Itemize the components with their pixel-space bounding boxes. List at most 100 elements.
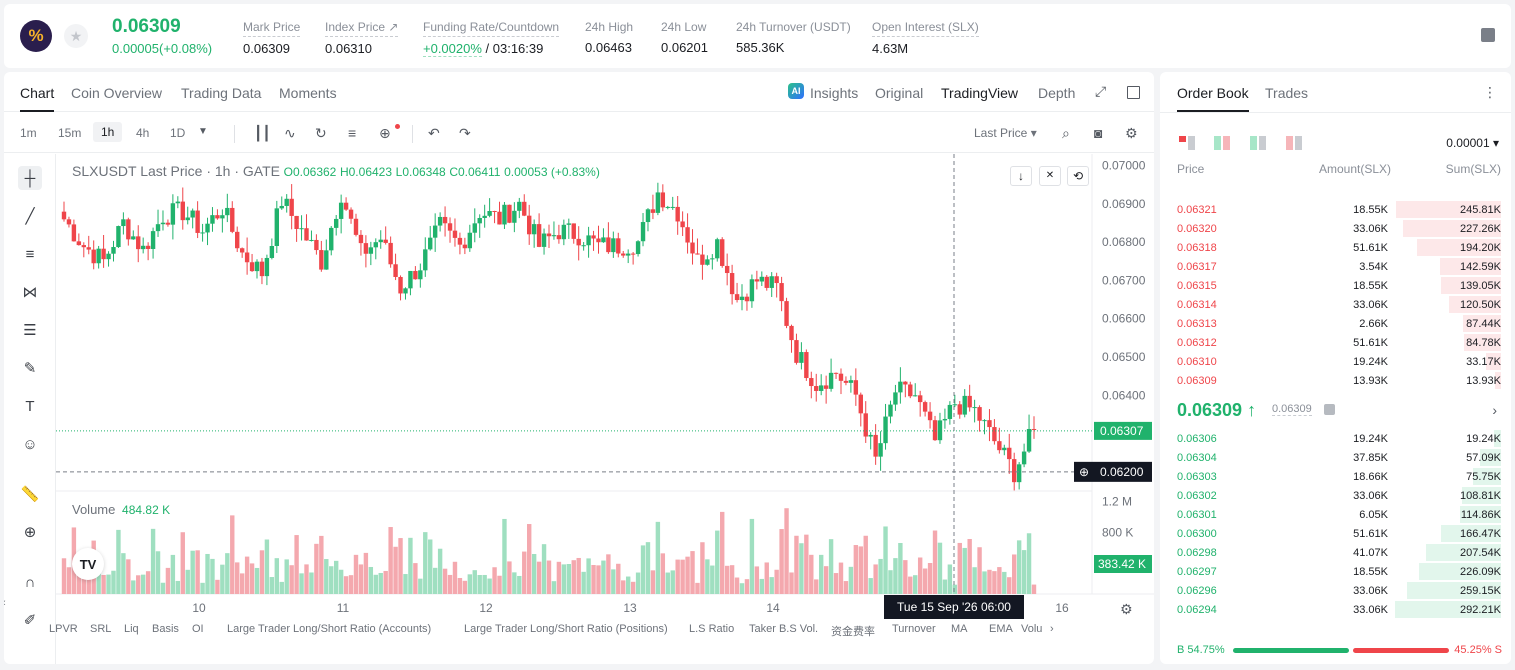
candle-down[interactable] (873, 434, 878, 457)
indicator-12[interactable]: EMA (989, 623, 1013, 635)
candle-down[interactable] (71, 224, 77, 242)
candle-up[interactable] (952, 404, 958, 406)
candle-up[interactable] (254, 261, 260, 272)
candle-up[interactable] (749, 279, 755, 302)
candle-up[interactable] (541, 233, 547, 247)
candle-up[interactable] (1002, 447, 1007, 451)
candle-down[interactable] (215, 215, 220, 219)
ask-row[interactable]: 0.06318 51.61K 194.20K (1160, 238, 1511, 257)
candle-down[interactable] (522, 201, 527, 216)
candle-down[interactable] (76, 241, 82, 246)
candle-up[interactable] (962, 395, 967, 415)
candle-down[interactable] (908, 384, 913, 397)
candle-up[interactable] (1021, 451, 1027, 465)
crosshair-icon[interactable]: ┼ (18, 166, 42, 190)
candle-up[interactable] (942, 418, 948, 421)
candle-down[interactable] (729, 273, 735, 295)
candle-up[interactable] (739, 296, 745, 301)
candle-up[interactable] (220, 215, 225, 219)
candle-down[interactable] (358, 234, 364, 244)
candle-down[interactable] (319, 250, 324, 270)
chevron-right-icon[interactable]: › (1492, 402, 1497, 418)
candle-down[interactable] (720, 239, 725, 266)
candle-down[interactable] (235, 231, 240, 249)
candle-up[interactable] (378, 239, 383, 243)
candle-down[interactable] (249, 262, 255, 272)
candle-down[interactable] (314, 239, 319, 251)
candle-down[interactable] (388, 242, 393, 265)
candle-up[interactable] (190, 210, 195, 218)
candle-up[interactable] (828, 372, 834, 389)
candle-down[interactable] (932, 420, 938, 441)
interval-dropdown-icon[interactable]: ▼ (198, 126, 208, 137)
candle-down[interactable] (546, 233, 552, 237)
candle-down[interactable] (447, 223, 453, 231)
candle-up[interactable] (715, 239, 720, 259)
candle-up[interactable] (759, 276, 765, 282)
candle-up[interactable] (982, 420, 987, 422)
candle-down[interactable] (779, 283, 784, 302)
candle-down[interactable] (1007, 447, 1012, 460)
candle-up[interactable] (883, 416, 888, 444)
ruler-icon[interactable]: 📏 (20, 486, 40, 503)
bid-row[interactable]: 0.06296 33.06K 259.15K (1160, 581, 1511, 600)
indicator-5[interactable]: Large Trader Long/Short Ratio (Accounts) (227, 623, 432, 635)
candle-up[interactable] (531, 224, 537, 235)
candle-down[interactable] (863, 413, 868, 437)
candle-down[interactable] (680, 221, 685, 228)
candle-down[interactable] (462, 244, 468, 249)
candle-up[interactable] (1016, 464, 1022, 483)
candle-up[interactable] (338, 202, 344, 219)
candle-down[interactable] (536, 224, 542, 247)
replay-icon[interactable]: ↻ (315, 125, 327, 141)
interval-1h[interactable]: 1h (93, 122, 123, 142)
candle-down[interactable] (957, 404, 962, 415)
tab-tradingview[interactable]: TradingView (941, 85, 1019, 101)
candle-up[interactable] (333, 218, 339, 228)
candle-up[interactable] (472, 223, 477, 233)
candle-up[interactable] (640, 222, 646, 242)
candle-down[interactable] (1031, 428, 1037, 430)
candle-down[interactable] (180, 201, 185, 221)
candle-down[interactable] (804, 352, 809, 379)
ask-row[interactable]: 0.06321 18.55K 245.81K (1160, 200, 1511, 219)
indicator-6[interactable]: Large Trader Long/Short Ratio (Positions… (464, 623, 668, 635)
candle-type-icon[interactable]: ┃┃ (254, 125, 271, 141)
candle-up[interactable] (299, 228, 304, 230)
candle-down[interactable] (853, 380, 859, 395)
candle-down[interactable] (507, 204, 512, 223)
candle-down[interactable] (591, 235, 596, 239)
candle-down[interactable] (764, 276, 769, 288)
bid-row[interactable]: 0.06306 19.24K 19.24K (1160, 429, 1511, 448)
candle-down[interactable] (650, 209, 656, 213)
candle-up[interactable] (848, 380, 854, 383)
candle-down[interactable] (413, 270, 418, 280)
candle-down[interactable] (992, 427, 997, 442)
candle-up[interactable] (586, 235, 591, 246)
indicator-3[interactable]: Basis (152, 623, 179, 635)
pattern-icon[interactable]: ⋈ (22, 284, 38, 301)
candle-up[interactable] (428, 237, 433, 250)
candle-down[interactable] (621, 253, 626, 256)
candle-down[interactable] (794, 340, 799, 363)
candle-down[interactable] (789, 325, 794, 341)
layout-asks-bids-icon[interactable] (1214, 136, 1230, 150)
price-type-select[interactable]: Last Price ▾ (974, 126, 1037, 140)
candle-down[interactable] (492, 211, 497, 213)
interval-4h[interactable]: 4h (136, 126, 150, 140)
candle-up[interactable] (423, 249, 428, 271)
indicators-icon[interactable]: ∿ (284, 125, 296, 141)
candle-up[interactable] (373, 242, 378, 248)
candle-down[interactable] (903, 381, 908, 385)
candle-down[interactable] (527, 215, 532, 235)
zoom-in-icon[interactable]: ⊕ (23, 524, 37, 541)
candle-up[interactable] (264, 257, 270, 277)
tab-insights[interactable]: Insights (810, 85, 859, 101)
candle-down[interactable] (165, 222, 171, 225)
candle-down[interactable] (977, 407, 982, 421)
indicator-7[interactable]: L.S Ratio (689, 623, 735, 635)
candle-up[interactable] (205, 223, 210, 233)
reset-icon[interactable]: ⟲ (1067, 166, 1089, 186)
candle-up[interactable] (868, 434, 873, 437)
candle-up[interactable] (116, 226, 121, 248)
